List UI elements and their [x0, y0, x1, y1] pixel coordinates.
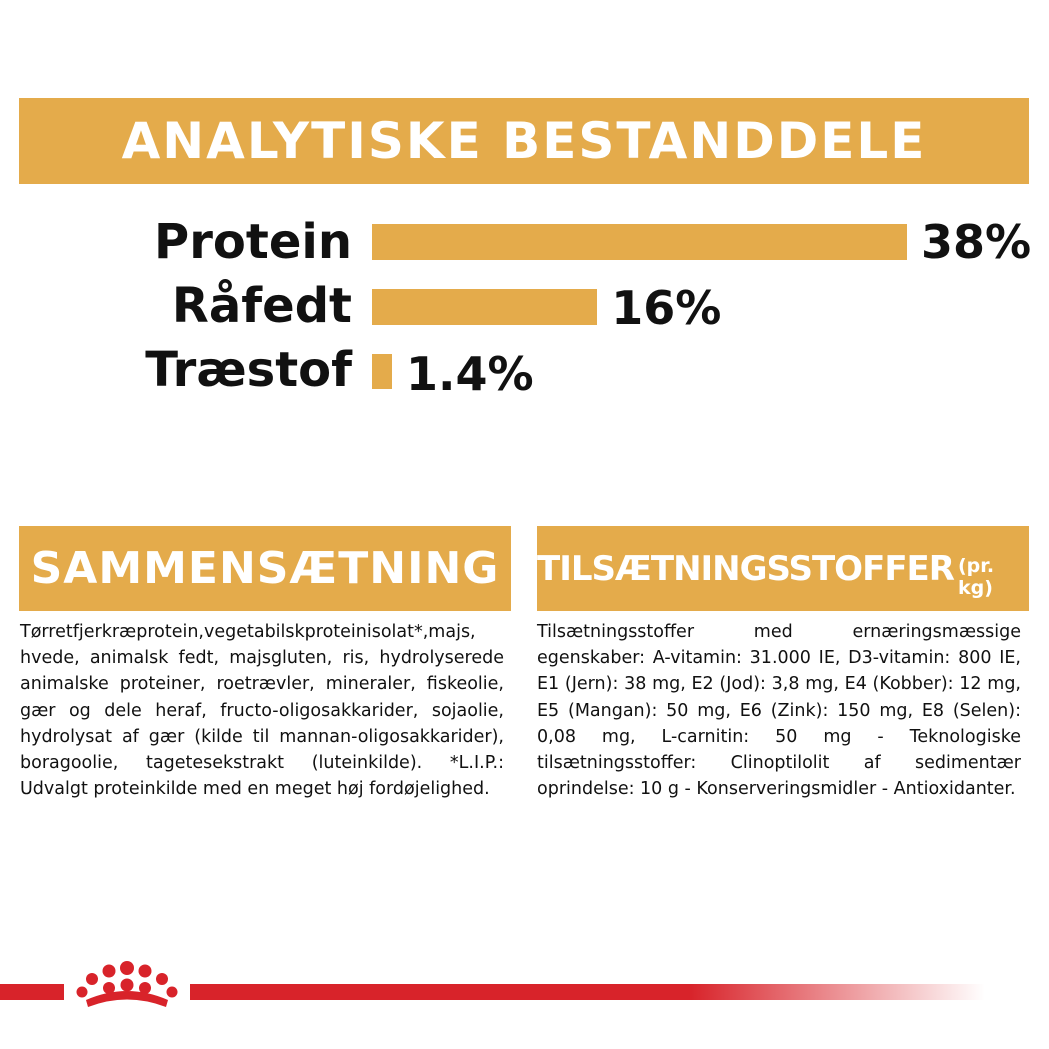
protein-bar: [372, 224, 907, 260]
footer-red-line: [0, 984, 985, 1000]
composition-heading-band: SAMMENSÆTNING: [19, 526, 511, 611]
analysis-title: ANALYTISKE BESTANDDELE: [121, 112, 927, 170]
composition-text: Tørretfjerkræprotein,vegetabilskproteini…: [20, 622, 504, 800]
raafedt-value: 16%: [611, 281, 722, 335]
protein-value: 38%: [921, 215, 1032, 269]
additives-text: Tilsætningsstoffer med ernæringsmæssige …: [537, 622, 1021, 800]
raafedt-bar: [372, 289, 598, 325]
additives-heading: TILSÆTNINGSSTOFFER: [537, 548, 955, 589]
additives-heading-band: TILSÆTNINGSSTOFFER (pr. kg): [537, 526, 1029, 611]
protein-label: Protein: [154, 214, 352, 270]
raafedt-label: Råfedt: [171, 278, 352, 334]
royal-canin-crown-icon: [76, 961, 178, 1007]
analysis-title-band: ANALYTISKE BESTANDDELE: [19, 98, 1029, 184]
additives-heading-suffix: (pr. kg): [957, 554, 995, 599]
traestof-bar: [372, 354, 392, 389]
traestof-label: Træstof: [145, 342, 352, 398]
composition-heading: SAMMENSÆTNING: [30, 543, 500, 594]
traestof-value: 1.4%: [406, 347, 534, 401]
